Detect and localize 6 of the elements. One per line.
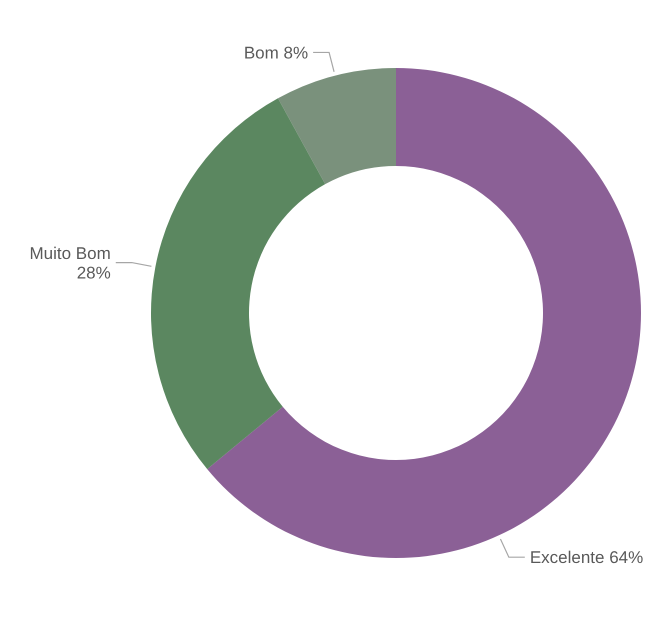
donut-slice	[278, 68, 396, 184]
slice-label: Bom 8%	[244, 43, 308, 62]
slice-label: Muito Bom	[30, 244, 111, 263]
data-label: 28%	[76, 263, 111, 282]
donut-slice	[151, 98, 326, 470]
slice-label: Excelente 64%	[530, 548, 644, 568]
